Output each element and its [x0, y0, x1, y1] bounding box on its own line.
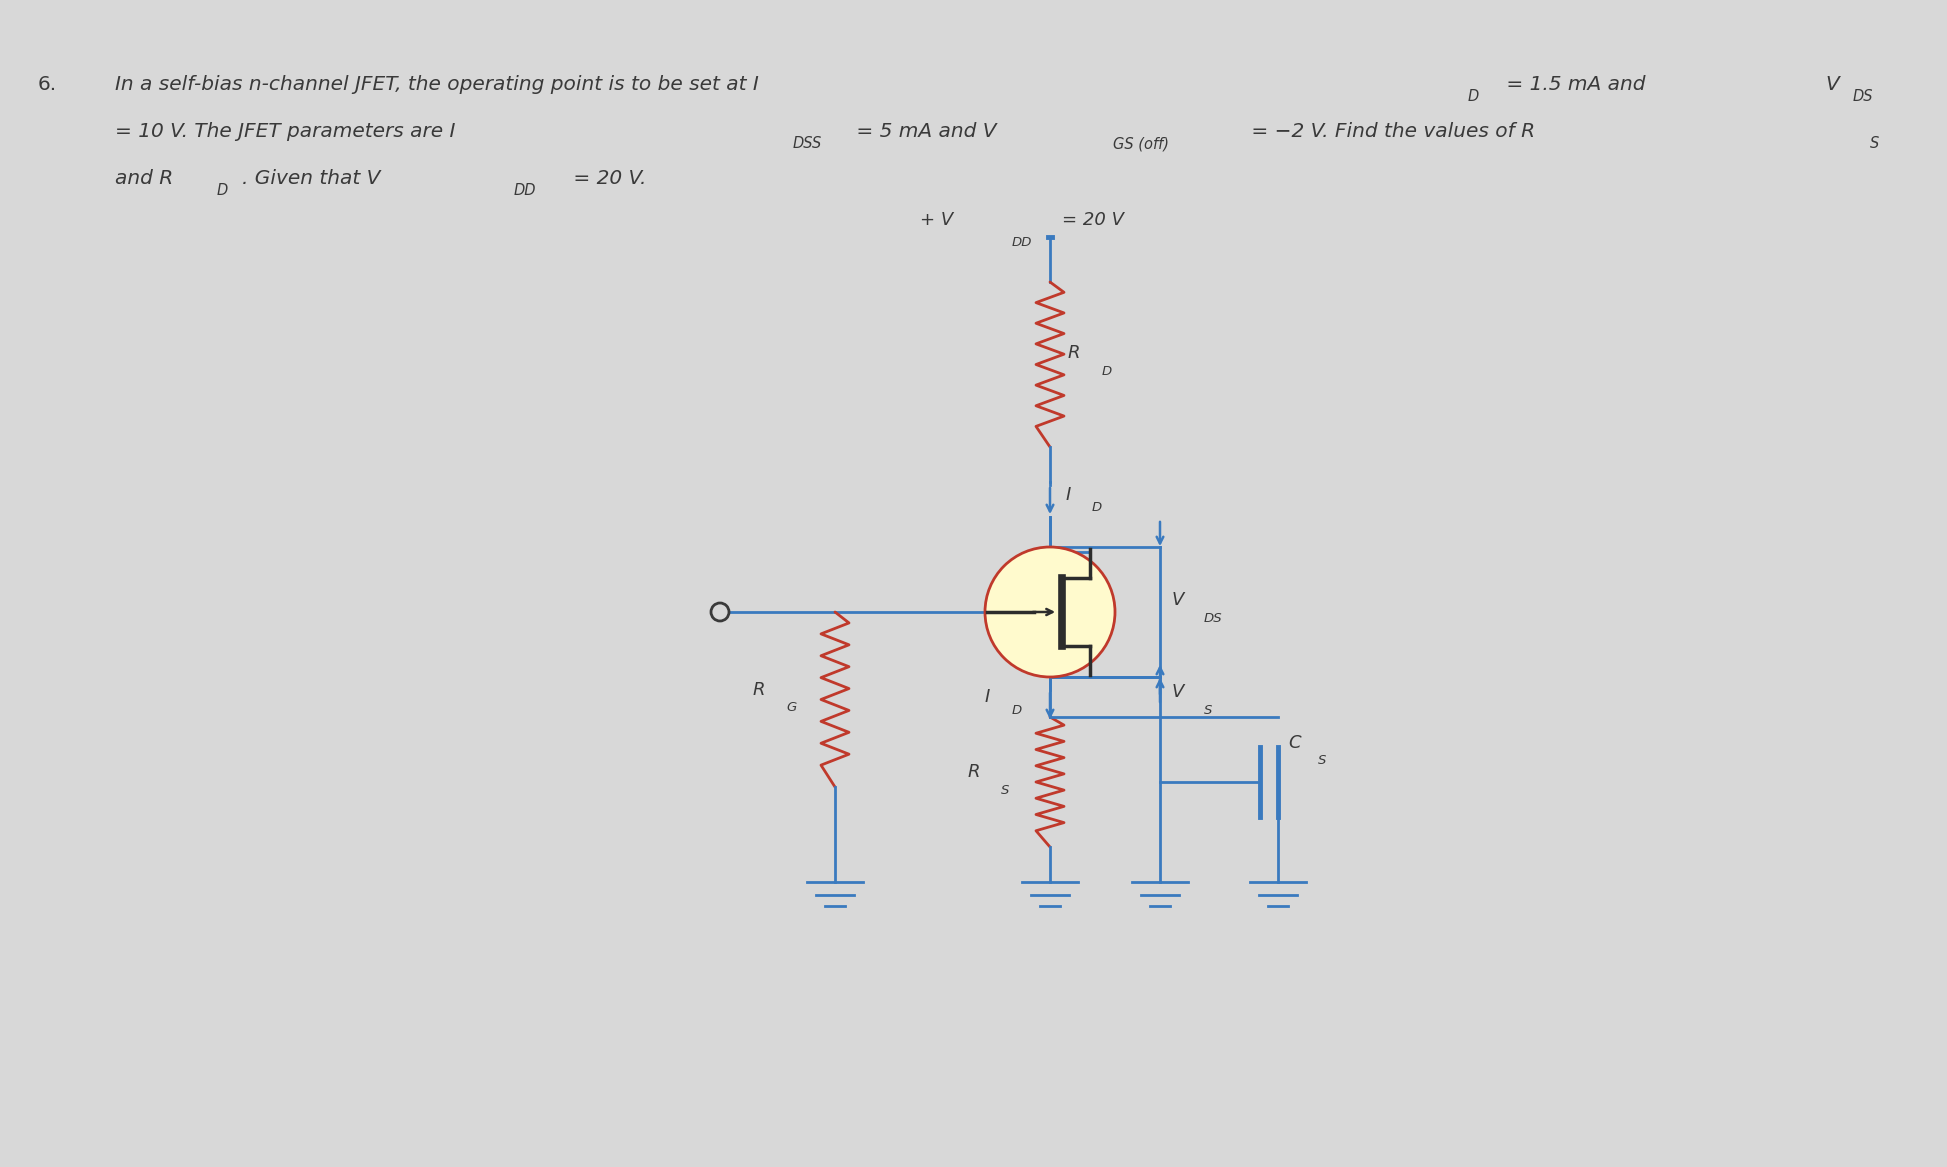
Text: I: I	[1067, 485, 1071, 503]
Text: R: R	[753, 680, 765, 699]
Text: C: C	[1289, 734, 1301, 752]
Text: S: S	[1001, 783, 1009, 797]
Text: D: D	[1092, 501, 1102, 513]
Circle shape	[985, 547, 1116, 677]
Text: GS (off): GS (off)	[1114, 137, 1168, 151]
Text: = −2 V. Find the values of R: = −2 V. Find the values of R	[1244, 123, 1534, 141]
Text: . Given that V: . Given that V	[241, 169, 380, 188]
Text: = 1.5 mA and: = 1.5 mA and	[1499, 75, 1645, 95]
Text: G: G	[787, 701, 796, 714]
Text: D: D	[1012, 704, 1022, 717]
Text: + V: + V	[921, 211, 954, 229]
Text: DD: DD	[514, 183, 537, 198]
Text: DSS: DSS	[792, 137, 822, 151]
Text: V: V	[1172, 591, 1184, 609]
Text: R: R	[968, 763, 981, 781]
Text: = 20 V: = 20 V	[1061, 211, 1123, 229]
Text: = 20 V.: = 20 V.	[567, 169, 646, 188]
Text: D: D	[1102, 365, 1112, 378]
Text: In a self-bias n-channel JFET, the operating point is to be set at I: In a self-bias n-channel JFET, the opera…	[115, 75, 759, 95]
Text: DS: DS	[1854, 89, 1873, 104]
Text: V: V	[1824, 75, 1838, 95]
Text: I: I	[985, 689, 991, 706]
Text: D: D	[216, 183, 228, 198]
Text: = 10 V. The JFET parameters are I: = 10 V. The JFET parameters are I	[115, 123, 456, 141]
Text: R: R	[1069, 343, 1081, 362]
Text: and R: and R	[115, 169, 173, 188]
Text: S: S	[1869, 137, 1879, 151]
Text: DS: DS	[1203, 612, 1223, 624]
Text: S: S	[1318, 754, 1326, 767]
Text: = 5 mA and V: = 5 mA and V	[851, 123, 997, 141]
Text: V: V	[1172, 683, 1184, 701]
Text: S: S	[1203, 704, 1213, 717]
Text: DD: DD	[1012, 236, 1032, 249]
Text: D: D	[1468, 89, 1480, 104]
Text: 6.: 6.	[39, 75, 56, 95]
